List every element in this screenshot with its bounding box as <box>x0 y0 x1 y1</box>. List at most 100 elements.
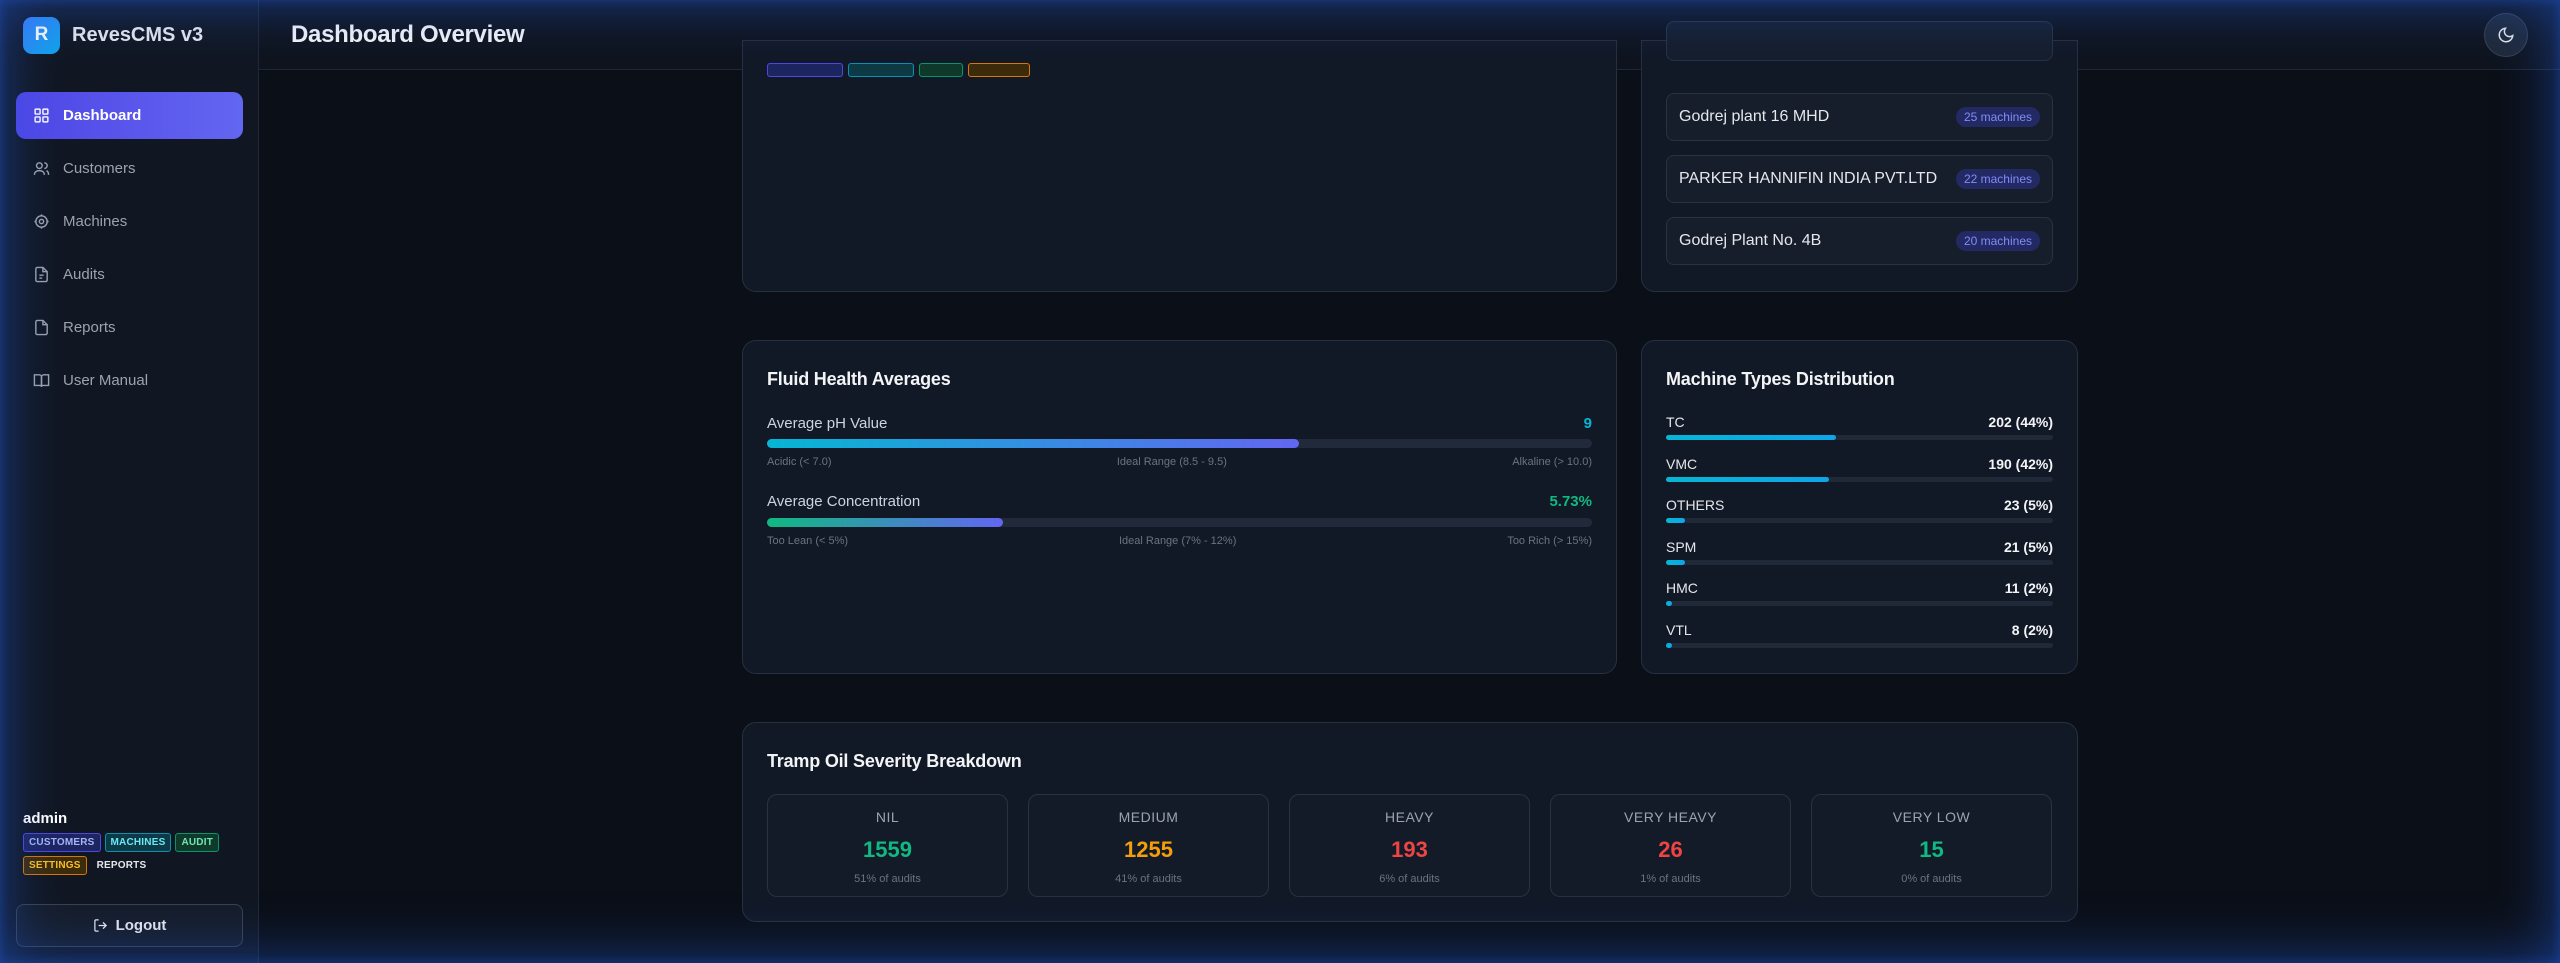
tag-chip <box>968 63 1030 77</box>
ph-label: Average pH Value <box>767 415 888 432</box>
file-icon <box>33 266 50 283</box>
brand[interactable]: R RevesCMS v3 <box>23 16 203 54</box>
moon-icon <box>2498 27 2514 43</box>
sidebar-item-label: User Manual <box>63 372 149 389</box>
theme-toggle-button[interactable] <box>2484 13 2528 57</box>
ph-value: 9 <box>1583 415 1592 432</box>
severity-count: 1559 <box>863 837 912 862</box>
range-label: Too Rich (> 15%) <box>1507 535 1592 547</box>
severity-percent: 1% of audits <box>1640 873 1701 885</box>
machine-type-track <box>1666 601 2053 606</box>
ph-track <box>767 439 1592 448</box>
severity-box: MEDIUM 1255 41% of audits <box>1028 794 1269 897</box>
sidebar-item-user-manual[interactable]: User Manual <box>16 357 243 404</box>
machine-type-name: SPM <box>1666 538 1697 555</box>
document-icon <box>33 319 50 336</box>
machine-type-row: TC 202 (44%) <box>1666 414 2053 444</box>
role-badge-audit: AUDIT <box>175 833 220 852</box>
sidebar-item-label: Machines <box>63 213 128 230</box>
page-title: Dashboard Overview <box>291 20 525 48</box>
fluid-health-card: Fluid Health Averages Average pH Value 9… <box>742 340 1617 674</box>
concentration-label: Average Concentration <box>767 493 921 510</box>
machine-count-badge: 22 machines <box>1955 169 2040 189</box>
user-name: admin <box>23 810 68 827</box>
role-badge-customers: CUSTOMERS <box>23 833 101 852</box>
machine-type-row: HMC 11 (2%) <box>1666 580 2053 610</box>
card-title: Fluid Health Averages <box>767 369 951 389</box>
user-info: admin CUSTOMERS MACHINES AUDIT SETTINGS … <box>23 810 238 875</box>
concentration-bar <box>767 518 1003 527</box>
machine-type-bar <box>1666 435 1837 440</box>
gear-icon <box>33 213 50 230</box>
logout-label: Logout <box>115 917 167 934</box>
machine-type-bar <box>1666 601 1672 606</box>
sidebar: R RevesCMS v3 Dashboard Customers Machin… <box>0 0 259 963</box>
book-icon <box>33 372 50 389</box>
machine-type-bar <box>1666 518 1686 523</box>
severity-count: 1255 <box>1124 837 1173 862</box>
machine-count-badge: 20 machines <box>1955 231 2040 251</box>
severity-percent: 6% of audits <box>1379 873 1440 885</box>
machine-type-track <box>1666 559 2053 565</box>
sidebar-item-label: Customers <box>63 160 136 177</box>
machine-type-value: 202 (44%) <box>1988 414 2053 430</box>
customer-row[interactable]: PARKER HANNIFIN INDIA PVT.LTD 22 machine… <box>1666 155 2053 203</box>
tramp-oil-card: Tramp Oil Severity Breakdown NIL 1559 51% … <box>742 722 2078 922</box>
customer-name: PARKER HANNIFIN INDIA PVT.LTD <box>1679 170 1938 187</box>
sidebar-item-label: Audits <box>63 266 105 283</box>
customer-row-partial[interactable] <box>1666 21 2053 61</box>
brand-name: RevesCMS v3 <box>72 23 204 46</box>
sidebar-item-reports[interactable]: Reports <box>16 304 243 351</box>
severity-count: 15 <box>1919 837 1944 862</box>
range-label: Acidic (< 7.0) <box>767 456 832 468</box>
sidebar-item-customers[interactable]: Customers <box>16 145 243 192</box>
sidebar-item-audits[interactable]: Audits <box>16 251 243 298</box>
role-badges: CUSTOMERS MACHINES AUDIT SETTINGS REPORT… <box>23 833 233 875</box>
logout-icon <box>93 919 107 932</box>
machine-type-row: VTL 8 (2%) <box>1666 622 2053 652</box>
severity-percent: 0% of audits <box>1901 873 1962 885</box>
machine-type-track <box>1666 642 2053 648</box>
range-label: Ideal Range (7% - 12%) <box>1118 535 1237 547</box>
sidebar-item-dashboard[interactable]: Dashboard <box>16 92 243 139</box>
range-label: Alkaline (> 10.0) <box>1512 456 1592 468</box>
top-left-card <box>742 40 1617 292</box>
role-badge-reports: REPORTS <box>96 860 147 871</box>
machine-type-row: SPM 21 (5%) <box>1666 539 2053 569</box>
sidebar-item-machines[interactable]: Machines <box>16 198 243 245</box>
users-icon <box>33 160 50 177</box>
concentration-track <box>767 518 1592 527</box>
customer-row[interactable]: Godrej plant 16 MHD 25 machines <box>1666 93 2053 141</box>
severity-box: VERY LOW 15 0% of audits <box>1811 794 2052 897</box>
role-badge-machines: MACHINES <box>104 833 172 852</box>
machine-type-bar <box>1666 642 1672 648</box>
machine-type-bar <box>1666 559 1686 565</box>
machine-types-card: Machine Types Distribution TC 202 (44%) VM… <box>1641 340 2078 674</box>
machine-type-value: 11 (2%) <box>2004 580 2053 596</box>
machine-type-name: VMC <box>1666 455 1698 472</box>
tag-strip <box>767 63 1030 77</box>
machine-type-value: 21 (5%) <box>2003 538 2053 555</box>
machine-type-value: 190 (42%) <box>1988 455 2053 472</box>
machine-type-row: VMC 190 (42%) <box>1666 456 2053 486</box>
customer-name: Godrej Plant No. 4B <box>1679 232 1822 249</box>
machine-count-badge: 25 machines <box>1955 107 2040 127</box>
concentration-range-labels: Too Lean (< 5%) Ideal Range (7% - 12%) T… <box>767 535 1592 547</box>
severity-label: VERY HEAVY <box>1624 809 1717 825</box>
tag-chip <box>919 63 963 77</box>
sidebar-item-label: Dashboard <box>63 107 142 124</box>
logout-button[interactable]: Logout <box>16 904 243 947</box>
customer-name: Godrej plant 16 MHD <box>1679 108 1830 125</box>
machine-type-row: OTHERS 23 (5%) <box>1666 497 2053 527</box>
sidebar-item-label: Reports <box>63 319 116 336</box>
customer-row[interactable]: Godrej Plant No. 4B 20 machines <box>1666 217 2053 265</box>
machine-type-name: VTL <box>1666 621 1692 638</box>
severity-percent: 51% of audits <box>854 873 921 885</box>
machine-type-track <box>1666 518 2053 523</box>
severity-label: MEDIUM <box>1118 809 1179 825</box>
range-label: Too Lean (< 5%) <box>767 535 849 547</box>
card-title: Tramp Oil Severity Breakdown <box>767 751 1022 771</box>
grid-icon <box>33 107 50 124</box>
role-badge-settings: SETTINGS <box>23 856 87 875</box>
severity-box: VERY HEAVY 26 1% of audits <box>1550 794 1791 897</box>
